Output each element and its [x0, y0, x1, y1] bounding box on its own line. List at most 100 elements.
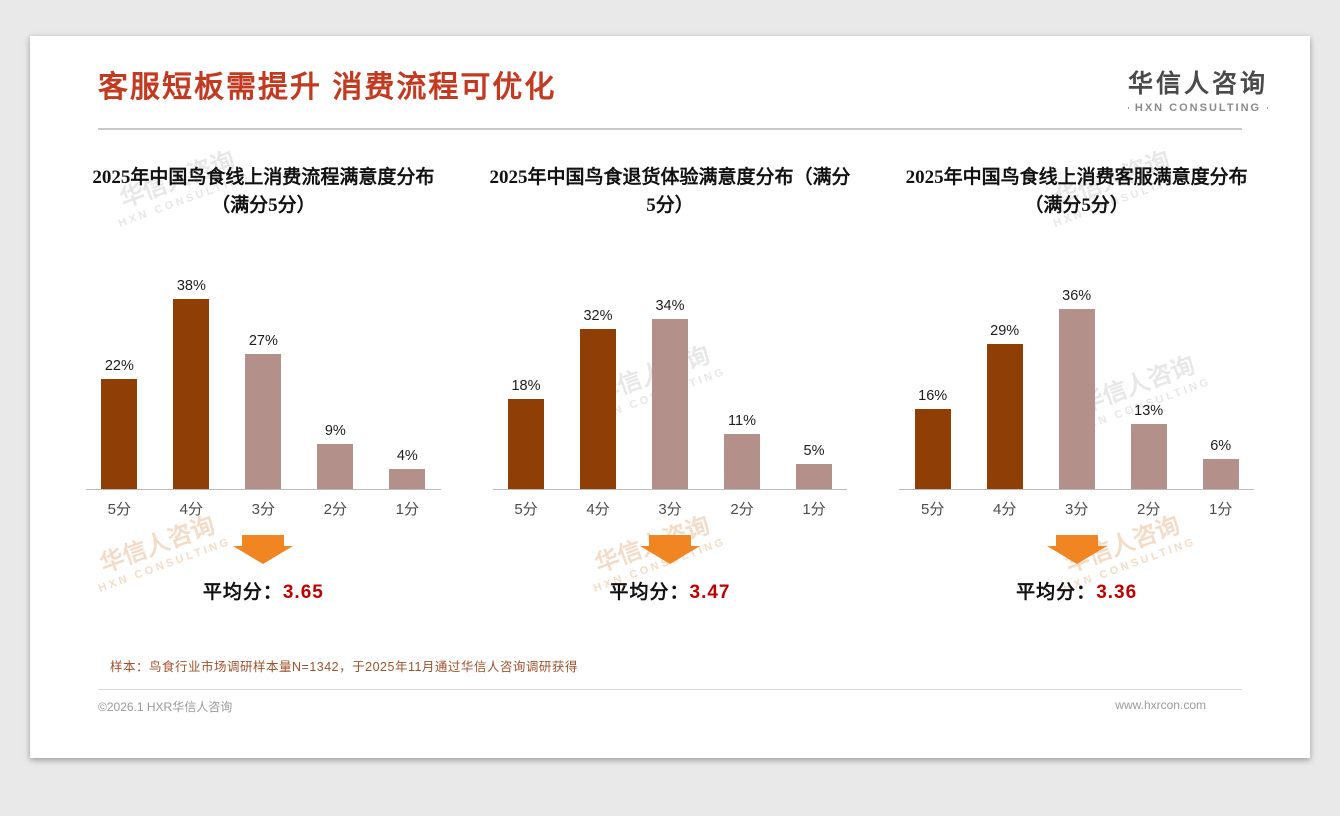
bar-group: 13%	[1130, 403, 1167, 489]
x-axis-label: 5分	[107, 501, 131, 518]
bar-value-label: 18%	[511, 378, 541, 394]
bar	[317, 444, 354, 489]
bar-group: 6%	[1202, 438, 1239, 489]
x-axis-label: 5分	[921, 501, 945, 518]
bar-value-label: 16%	[918, 388, 948, 404]
x-axis-label: 2分	[1137, 501, 1161, 518]
down-arrow-icon	[1046, 535, 1107, 564]
down-arrow-icon	[233, 535, 294, 564]
bar	[173, 299, 210, 489]
average-score: 平均分：3.47	[485, 577, 856, 604]
average-value: 3.36	[1096, 582, 1138, 603]
bar-value-label: 34%	[655, 298, 685, 314]
x-axis-labels: 5分 4分 3分 2分 1分	[493, 498, 848, 519]
bar-value-label: 36%	[1062, 288, 1092, 304]
average-label: 平均分：	[1016, 582, 1097, 603]
bar-value-label: 32%	[583, 308, 613, 324]
arrow-row	[891, 535, 1262, 565]
bar-group: 4%	[389, 448, 426, 489]
bar-group: 9%	[317, 423, 354, 489]
bar-group: 29%	[986, 323, 1023, 489]
chart-title: 2025年中国鸟食线上消费客服满意度分布（满分5分）	[905, 167, 1248, 216]
x-axis-labels: 5分 4分 3分 2分 1分	[86, 498, 441, 519]
bar-group: 36%	[1058, 288, 1095, 489]
x-axis-label: 1分	[802, 501, 826, 518]
bar-value-label: 9%	[324, 423, 346, 439]
logo-rule-right	[1267, 107, 1269, 109]
x-axis-label: 2分	[323, 501, 347, 518]
bar-value-label: 5%	[803, 443, 825, 459]
bar	[796, 464, 832, 489]
bar-value-label: 13%	[1134, 403, 1164, 419]
logo-rule-left	[1127, 107, 1129, 109]
plot-area: 22% 38% 27% 9% 4%	[86, 252, 441, 490]
bar-value-label: 11%	[728, 413, 756, 429]
x-axis-label: 1分	[1209, 501, 1233, 518]
bar-value-label: 6%	[1210, 438, 1232, 454]
bar-value-label: 27%	[248, 333, 278, 349]
charts-row: 2025年中国鸟食线上消费流程满意度分布（满分5分） 22% 38% 27% 9% 4%…	[30, 130, 1310, 604]
header: 客服短板需提升 消费流程可优化 华信人咨询 HXN CONSULTING	[30, 36, 1310, 114]
plot-area: 16% 29% 36% 13% 6%	[899, 252, 1255, 490]
average-value: 3.47	[689, 582, 731, 603]
average-label: 平均分：	[609, 582, 690, 603]
bar-value-label: 29%	[990, 323, 1020, 339]
bar-group: 16%	[914, 388, 951, 489]
average-score: 平均分：3.65	[78, 577, 449, 604]
logo-name: 华信人咨询	[1127, 70, 1268, 98]
bar	[724, 434, 760, 489]
bar-group: 38%	[173, 278, 210, 489]
chart-title: 2025年中国鸟食线上消费流程满意度分布（满分5分）	[92, 167, 435, 216]
bar-group: 32%	[580, 308, 616, 489]
bar-value-label: 22%	[104, 358, 134, 374]
bar	[580, 329, 616, 489]
bar-value-label: 4%	[396, 448, 418, 464]
bar	[1202, 459, 1239, 489]
bar	[1058, 309, 1095, 489]
bar	[101, 379, 138, 489]
bar	[389, 469, 426, 489]
average-score: 平均分：3.36	[891, 577, 1262, 604]
plot-area: 18% 32% 34% 11% 5%	[492, 252, 848, 490]
x-axis-label: 5分	[514, 501, 538, 518]
chart-return-satisfaction: 2025年中国鸟食退货体验满意度分布（满分5分） 18% 32% 34% 11% 5% …	[485, 164, 856, 604]
footer-divider	[98, 689, 1242, 690]
x-axis-label: 1分	[395, 501, 419, 518]
arrow-row	[485, 535, 856, 565]
bar-value-label: 38%	[176, 278, 206, 294]
x-axis-label: 3分	[1065, 501, 1089, 518]
company-logo: 华信人咨询 HXN CONSULTING	[1127, 64, 1269, 114]
sample-note: 样本：鸟食行业市场调研样本量N=1342，于2025年11月通过华信人咨询调研获…	[110, 660, 578, 674]
chart-service-satisfaction: 2025年中国鸟食线上消费客服满意度分布（满分5分） 16% 29% 36% 13% 6…	[891, 164, 1262, 604]
bar-group: 22%	[101, 358, 138, 489]
header-divider	[98, 128, 1242, 130]
x-axis-label: 4分	[993, 501, 1017, 518]
bar	[508, 399, 544, 489]
bar-group: 5%	[796, 443, 832, 489]
x-axis-label: 4分	[179, 501, 203, 518]
arrow-row	[78, 535, 449, 565]
average-label: 平均分：	[202, 582, 283, 603]
bar	[914, 409, 951, 489]
bar-group: 18%	[508, 378, 544, 489]
chart-title: 2025年中国鸟食退货体验满意度分布（满分5分）	[489, 167, 851, 216]
chart-process-satisfaction: 2025年中国鸟食线上消费流程满意度分布（满分5分） 22% 38% 27% 9% 4%…	[78, 164, 449, 604]
x-axis-labels: 5分 4分 3分 2分 1分	[899, 498, 1254, 519]
down-arrow-icon	[640, 535, 700, 564]
x-axis-label: 2分	[730, 501, 754, 518]
x-axis-label: 3分	[658, 501, 682, 518]
logo-subtitle: HXN CONSULTING	[1127, 102, 1269, 114]
slide: 华信人咨询 HXN CONSULTING 华信人咨询 HXN CONSULTIN…	[30, 36, 1310, 758]
bar	[245, 354, 282, 489]
x-axis-label: 4分	[586, 501, 610, 518]
website-text: www.hxrcon.com	[1115, 698, 1206, 712]
logo-subtitle-text: HXN CONSULTING	[1134, 102, 1262, 114]
footer: ©2026.1 HXR华信人咨询 www.hxrcon.com	[98, 698, 1242, 715]
bar-group: 34%	[652, 298, 688, 489]
bar	[986, 344, 1023, 489]
copyright-text: ©2026.1 HXR华信人咨询	[98, 700, 233, 714]
average-value: 3.65	[282, 582, 324, 603]
page-title: 客服短板需提升 消费流程可优化	[98, 71, 557, 104]
bar	[1130, 424, 1167, 489]
bar-group: 11%	[724, 413, 760, 489]
